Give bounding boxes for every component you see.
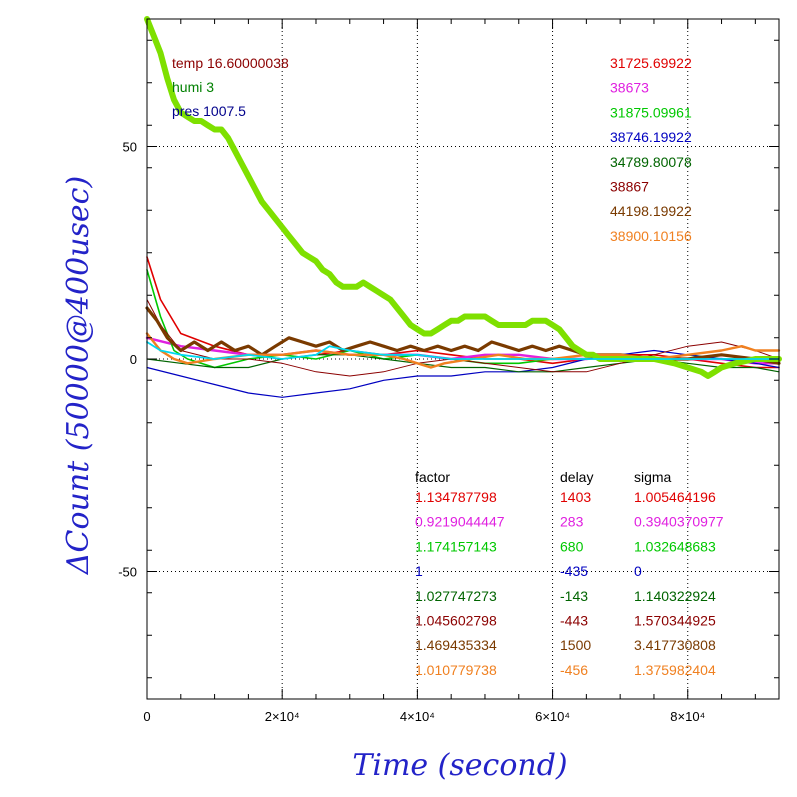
y-tick-label: 50 — [123, 140, 137, 155]
series-line — [146, 341, 780, 360]
table-cell: 1.005464196 — [634, 489, 716, 505]
table-cell: 3.417730808 — [634, 637, 716, 653]
env-label: temp 16.60000038 — [172, 55, 289, 71]
x-tick-label: 6×10⁴ — [535, 709, 570, 724]
y-tick-label: -50 — [118, 565, 137, 580]
series-line — [144, 16, 782, 379]
baseline-value: 44198.19922 — [610, 203, 692, 219]
baseline-value: 38746.19922 — [610, 129, 692, 145]
table-cell: 1.032648683 — [634, 538, 716, 554]
table-header: factor — [415, 469, 450, 485]
table-cell: 680 — [560, 538, 584, 554]
table-cell: 1.045602798 — [415, 613, 497, 629]
axis-ticks — [146, 19, 779, 699]
baseline-value: 38673 — [610, 80, 649, 96]
table-header: delay — [560, 469, 593, 485]
table-cell: 1.174157143 — [415, 538, 497, 554]
x-tick-label: 4×10⁴ — [400, 709, 435, 724]
table-cell: -443 — [560, 613, 588, 629]
series-line — [146, 256, 780, 369]
table-cell: 0.9219044447 — [415, 514, 505, 530]
table-cell: 1.010779738 — [415, 662, 497, 678]
table-cell: 1.140322924 — [634, 588, 716, 604]
table-header: sigma — [634, 469, 672, 485]
tick-labels: 0 2×10⁴ 4×10⁴ 6×10⁴ 8×10⁴ 50 0 -50 — [118, 140, 705, 725]
table-cell: 0 — [634, 563, 642, 579]
table-cell: 1500 — [560, 637, 591, 653]
env-label: pres 1007.5 — [172, 103, 246, 119]
baseline-value: 31875.09961 — [610, 104, 692, 120]
annotations: temp 16.60000038 humi 3 pres 1007.5 31725.6… — [172, 55, 724, 678]
table-cell: -456 — [560, 662, 588, 678]
table-cell: 1.469435334 — [415, 637, 497, 653]
table-cell: 1 — [415, 563, 423, 579]
table-cell: 1.027747273 — [415, 588, 497, 604]
x-tick-label: 0 — [143, 709, 150, 724]
env-label: humi 3 — [172, 79, 214, 95]
table-cell: 1403 — [560, 489, 591, 505]
table-cell: 283 — [560, 514, 584, 530]
y-axis-title: ΔCount (50000@400usec) — [61, 176, 96, 575]
baseline-value: 38900.10156 — [610, 228, 692, 244]
series-line — [146, 349, 780, 398]
data-series — [144, 16, 782, 398]
table-cell: -435 — [560, 563, 588, 579]
series-line — [146, 354, 780, 373]
table-cell: 1.570344925 — [634, 613, 716, 629]
baseline-value: 34789.80078 — [610, 154, 692, 170]
y-tick-label: 0 — [130, 352, 137, 367]
x-tick-label: 2×10⁴ — [265, 709, 300, 724]
table-cell: 0.3940370977 — [634, 514, 724, 530]
table-cell: 1.375982404 — [634, 662, 716, 678]
table-cell: 1.134787798 — [415, 489, 497, 505]
baseline-value: 38867 — [610, 179, 649, 195]
x-axis-title: Time (second) — [352, 748, 567, 783]
x-tick-label: 8×10⁴ — [670, 709, 705, 724]
table-cell: -143 — [560, 588, 588, 604]
baseline-value: 31725.69922 — [610, 55, 692, 71]
